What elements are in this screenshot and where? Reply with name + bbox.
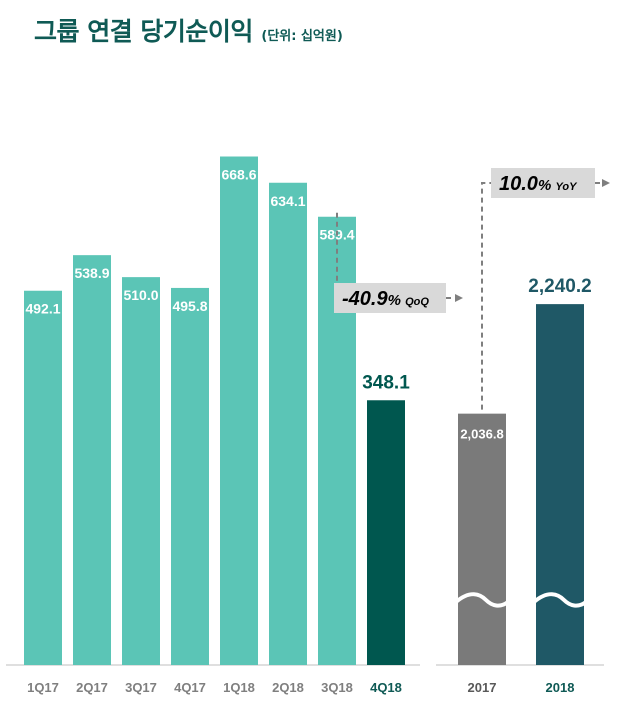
qoq-value: -40.9 bbox=[342, 288, 388, 310]
bar-label-3Q17: 510.0 bbox=[123, 287, 158, 303]
bar-4Q18 bbox=[367, 400, 405, 665]
x-tick-3Q17: 3Q17 bbox=[125, 680, 157, 695]
x-tick-3Q18: 3Q18 bbox=[321, 680, 353, 695]
x-tick-2Q17: 2Q17 bbox=[76, 680, 108, 695]
chart-title: 그룹 연결 당기순이익 bbox=[34, 17, 253, 46]
bar-label-4Q18: 348.1 bbox=[362, 372, 410, 393]
unit-label: (단위: 십억원) bbox=[261, 29, 343, 44]
yoy-percent: % bbox=[538, 177, 556, 194]
x-tick-1Q18: 1Q18 bbox=[223, 680, 255, 695]
bar-3Q17 bbox=[122, 277, 160, 665]
qoq-tag: QoQ bbox=[405, 296, 429, 308]
bar-label-1Q17: 492.1 bbox=[25, 301, 60, 317]
yoy-tag: YoY bbox=[555, 181, 578, 193]
x-tick-2018: 2018 bbox=[546, 680, 575, 695]
qoq-box bbox=[334, 283, 446, 313]
bar-1Q18 bbox=[220, 156, 258, 666]
yoy-annotation: 10.0% YoY bbox=[499, 173, 578, 195]
bar-2Q18 bbox=[269, 182, 307, 666]
annual-chart: 2,036.8 2017 2,240.2 2018 10.0% YoY bbox=[436, 168, 610, 695]
qoq-annotation: -40.9% QoQ bbox=[342, 288, 429, 310]
x-tick-1Q17: 1Q17 bbox=[27, 680, 59, 695]
bar-label-1Q18: 668.6 bbox=[221, 167, 256, 183]
quarterly-chart: 492.1 1Q17 538.9 2Q17 510.0 3Q17 495.8 4Q17 668.… bbox=[6, 156, 463, 695]
bar-label-2Q17: 538.9 bbox=[74, 265, 109, 281]
chart-title-block: 그룹 연결 당기순이익 (단위: 십억원) bbox=[34, 12, 343, 48]
x-tick-4Q18: 4Q18 bbox=[370, 680, 402, 695]
yoy-box bbox=[491, 168, 595, 198]
axis-break-2018 bbox=[532, 592, 588, 608]
x-tick-2Q18: 2Q18 bbox=[272, 680, 304, 695]
bar-2018 bbox=[536, 304, 584, 665]
bar-4Q17 bbox=[171, 287, 209, 665]
bar-2017 bbox=[458, 413, 506, 665]
yoy-value: 10.0 bbox=[499, 173, 538, 195]
bar-label-2017: 2,036.8 bbox=[460, 427, 503, 442]
bar-2Q17 bbox=[73, 255, 111, 665]
bar-label-2Q18: 634.1 bbox=[270, 193, 305, 209]
bar-1Q17 bbox=[24, 290, 62, 665]
yoy-connector bbox=[481, 182, 491, 410]
qoq-percent: % bbox=[388, 292, 406, 309]
axis-break-2017 bbox=[454, 592, 510, 608]
bar-label-4Q17: 495.8 bbox=[172, 298, 207, 314]
bar-label-2018: 2,240.2 bbox=[528, 276, 591, 297]
x-tick-4Q17: 4Q17 bbox=[174, 680, 206, 695]
x-tick-2017: 2017 bbox=[468, 680, 497, 695]
